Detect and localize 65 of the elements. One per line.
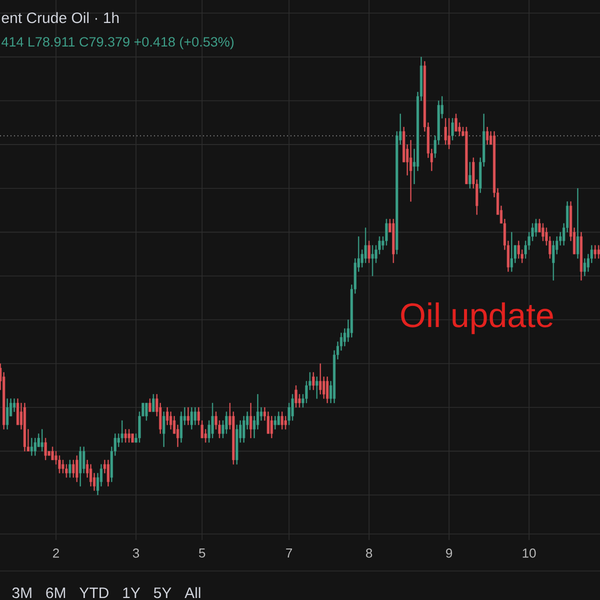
text: 3M [12, 588, 32, 598]
x-tick-label: 5 [198, 548, 206, 558]
candlestick [6, 398, 9, 430]
candlestick [465, 126, 468, 184]
candlestick [16, 398, 20, 426]
candlestick [44, 438, 47, 460]
x-tick-label: 8 [366, 548, 372, 558]
candlestick [162, 412, 166, 447]
candlestick [448, 118, 450, 150]
candlestick [23, 402, 26, 452]
candlestick [30, 438, 33, 456]
candlestick [34, 438, 36, 456]
candlestick [576, 188, 580, 259]
x-tick-label: 9 [446, 548, 452, 558]
chart-subtitle: 414 L78.911 C79.379 +0.418 (+0.53%) [2, 36, 234, 50]
candlestick [392, 218, 395, 263]
x-tick-label: 3 [132, 548, 140, 558]
candlestick [58, 455, 61, 474]
candlestick [510, 232, 513, 272]
candlestick [312, 372, 315, 390]
candlestick [249, 402, 252, 438]
candlestick [368, 240, 370, 263]
candlestick [454, 114, 458, 132]
candlestick [194, 407, 196, 426]
candlestick [51, 446, 54, 460]
text: YTD [80, 588, 108, 598]
candlestick [120, 420, 124, 443]
text: 1Y [123, 588, 140, 598]
candlestick [451, 118, 454, 140]
x-tick-label: 2 [53, 548, 59, 558]
candlestick [517, 240, 520, 259]
chart-title: ent Crude Oil · 1h [2, 12, 119, 24]
x-tick-label: 7 [286, 548, 292, 558]
candlestick [128, 429, 130, 443]
candlestick [486, 126, 489, 145]
candlestick [76, 455, 78, 482]
candlestick [291, 394, 294, 421]
candlestick [190, 407, 193, 430]
candlestick [106, 460, 110, 486]
candlestick [580, 232, 583, 281]
candlestick [148, 398, 152, 412]
text: 5Y [154, 588, 172, 598]
candlestick [326, 376, 329, 404]
candlestick [79, 446, 82, 486]
candlestick [152, 394, 155, 412]
text: All [184, 587, 200, 598]
candlestick [186, 407, 190, 426]
candlestick [468, 162, 472, 189]
candlestick [597, 245, 600, 259]
candlestick [371, 245, 374, 276]
text: 6M [46, 588, 66, 598]
candlestick [166, 407, 169, 426]
candlestick [145, 402, 148, 421]
candlestick [409, 140, 412, 202]
candlestick [594, 245, 596, 259]
x-tick-label: 10 [522, 548, 536, 558]
candlestick [280, 412, 284, 430]
candlestick [294, 385, 298, 408]
candlestick [124, 429, 127, 443]
candlestick [68, 460, 72, 478]
candlestick [72, 460, 75, 478]
candlestick [316, 376, 318, 399]
annotation: Oil update [401, 302, 553, 334]
candlestick [277, 412, 280, 426]
candlestick [40, 429, 44, 452]
